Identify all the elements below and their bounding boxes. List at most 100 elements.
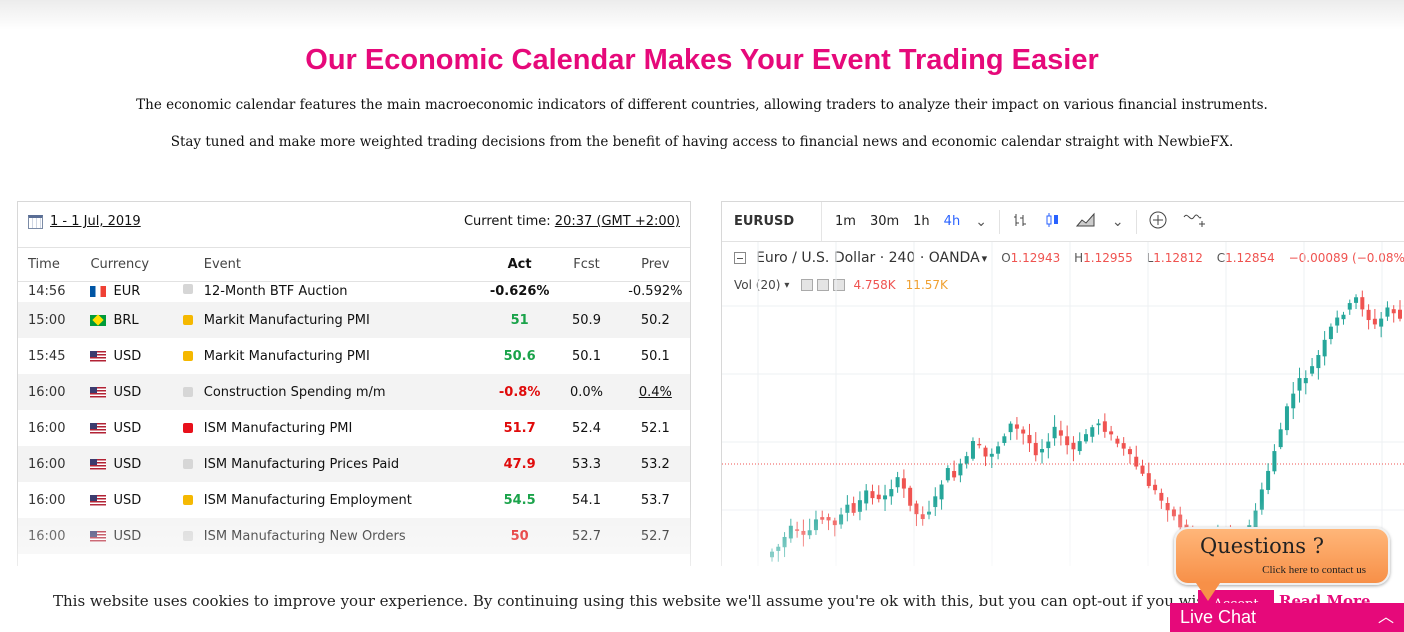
chevron-down-icon[interactable]: ▾ [981, 251, 988, 265]
row-act: -0.626% [489, 284, 550, 299]
row-time: 16:00 [28, 456, 66, 472]
table-row[interactable]: 15:45 USD Markit Manufacturing PMI 50.6 50.1… [18, 338, 690, 374]
candle-body [864, 490, 869, 504]
questions-subtitle: Click here to contact us [1262, 564, 1366, 576]
row-importance-cell [183, 423, 204, 433]
candle-body [1159, 492, 1164, 501]
candle-body [1090, 427, 1095, 437]
candle-body [977, 443, 982, 446]
timeframe-4h[interactable]: 4h [943, 214, 961, 229]
candle-body [1379, 318, 1384, 327]
candle-body [1266, 470, 1271, 490]
candle-body [1115, 438, 1120, 444]
table-row[interactable]: 14:56 EUR 12-Month BTF Auction -0.626% -0.59… [18, 282, 690, 302]
candle-body [1272, 451, 1277, 472]
row-prev: -0.592% [628, 284, 683, 299]
candle-body [1077, 441, 1082, 452]
table-row[interactable]: 15:00 BRL Markit Manufacturing PMI 51 50.9 50… [18, 302, 690, 338]
row-currency: EUR [113, 284, 141, 299]
eye-icon[interactable] [801, 279, 814, 291]
calendar-icon[interactable] [28, 214, 43, 229]
table-row[interactable]: 16:00 USD ISM Manufacturing PMI 51.7 52.4 52.… [18, 410, 690, 446]
flag-icon [90, 458, 107, 470]
collapse-icon[interactable] [734, 252, 746, 264]
candle-body [1322, 339, 1327, 357]
indicators-icon[interactable] [1175, 211, 1213, 233]
table-row[interactable]: 16:00 USD Construction Spending m/m -0.8% 0.… [18, 374, 690, 410]
candle-body [1259, 489, 1264, 510]
gear-icon[interactable] [817, 279, 830, 291]
row-event[interactable]: Construction Spending m/m [203, 384, 386, 400]
chevron-down-icon[interactable]: ⌄ [975, 213, 987, 230]
candle-body [1316, 355, 1321, 369]
row-event[interactable]: 12-Month BTF Auction [203, 284, 348, 299]
add-plus-icon[interactable] [1141, 211, 1175, 233]
row-event[interactable]: Markit Manufacturing PMI [203, 348, 370, 364]
live-chat-button[interactable]: Live Chat ︿ [1170, 603, 1404, 632]
current-time: Current time: 20:37 (GMT +2:00) [464, 214, 680, 229]
row-fcst: 52.4 [572, 420, 601, 436]
flag-icon [90, 286, 107, 297]
candle-body [1303, 378, 1308, 384]
candle-body [901, 478, 906, 489]
candle-body [1084, 434, 1088, 442]
date-picker[interactable]: 1 - 1 Jul, 2019 [28, 214, 141, 229]
flag-icon [90, 350, 107, 362]
candle-body [1291, 393, 1296, 409]
row-importance-cell [183, 387, 204, 397]
bar-style-icon[interactable] [1004, 212, 1036, 232]
row-event[interactable]: ISM Manufacturing Prices Paid [203, 456, 400, 472]
importance-icon [183, 351, 194, 361]
row-event[interactable]: ISM Manufacturing PMI [203, 420, 353, 436]
candle-body [1385, 307, 1390, 317]
toolbar-divider [998, 209, 1000, 234]
importance-icon [183, 315, 194, 325]
row-importance-cell [183, 351, 204, 361]
row-currency-cell: USD [90, 349, 183, 364]
column-header-act: Act [507, 257, 532, 272]
column-header-event: Event [203, 257, 241, 272]
timeframe-1h[interactable]: 1h [913, 214, 930, 229]
candle-body [1002, 436, 1007, 443]
candle-body [1121, 443, 1126, 449]
candle-body [870, 491, 875, 499]
candle-body [1354, 297, 1359, 303]
bubble-tail [1196, 583, 1220, 601]
candle-body [1027, 434, 1032, 444]
chevron-down-icon[interactable]: ▾ [784, 279, 790, 291]
area-style-icon[interactable] [1068, 212, 1104, 232]
row-currency: USD [113, 384, 142, 400]
candle-style-icon[interactable] [1036, 212, 1068, 232]
row-importance-cell [183, 459, 204, 469]
row-act: 50.6 [503, 348, 536, 364]
candle-body [1310, 366, 1315, 374]
table-row[interactable]: 16:00 USD ISM Manufacturing Prices Paid 47.… [18, 446, 690, 482]
volume-label: Vol (20) [734, 278, 781, 292]
candle-body [983, 447, 988, 457]
candle-body [970, 441, 975, 459]
questions-title: Questions ? [1200, 534, 1324, 558]
symbol-search[interactable]: EURUSD [722, 202, 822, 241]
row-prev[interactable]: 0.4% [638, 384, 672, 400]
row-currency-cell: USD [90, 421, 183, 436]
timeframe-1m[interactable]: 1m [835, 214, 856, 229]
row-currency: USD [113, 420, 142, 436]
row-fcst: 50.1 [572, 348, 601, 364]
chevron-down-icon[interactable]: ⌄ [1111, 213, 1124, 230]
candle-body [1052, 426, 1057, 439]
row-act: -0.8% [498, 384, 541, 400]
chevron-up-icon[interactable]: ︿ [1377, 609, 1394, 626]
timeframe-30m[interactable]: 30m [869, 214, 900, 229]
timezone-link[interactable]: 20:37 (GMT +2:00) [554, 214, 680, 229]
candle-body [1398, 309, 1402, 319]
row-currency: USD [113, 348, 142, 364]
date-range-link[interactable]: 1 - 1 Jul, 2019 [50, 214, 141, 229]
candle-body [889, 489, 894, 497]
row-event[interactable]: Markit Manufacturing PMI [203, 312, 370, 328]
importance-icon [183, 459, 194, 469]
candle-body [1297, 378, 1302, 391]
live-chat-label: Live Chat [1180, 607, 1257, 627]
open-value: 1.12943 [1010, 251, 1061, 265]
questions-bubble[interactable]: Questions ? Click here to contact us [1174, 527, 1390, 585]
candle-body [1014, 424, 1019, 429]
